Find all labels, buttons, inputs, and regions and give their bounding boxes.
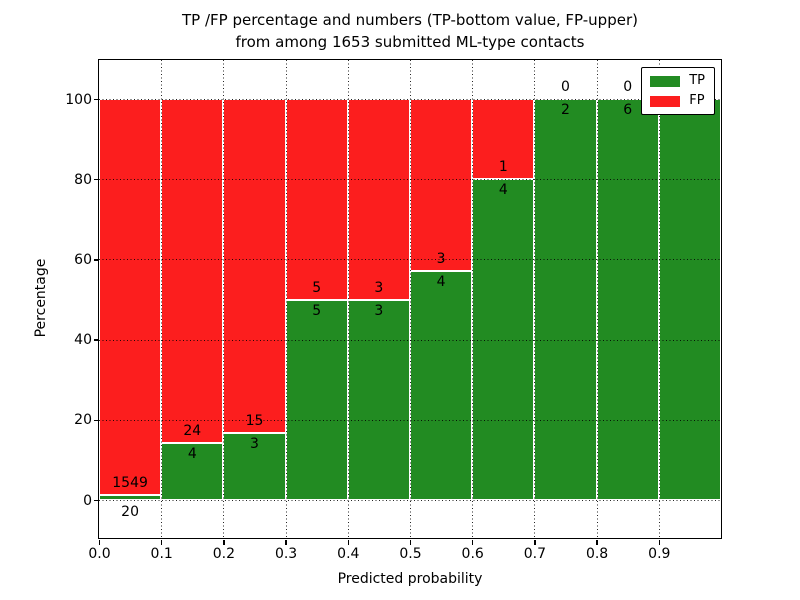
grid-line-vertical — [161, 60, 163, 538]
tp-count-label: 3 — [374, 302, 384, 319]
x-tick-label: 0.8 — [585, 546, 609, 562]
tp-count-label: 4 — [436, 273, 446, 290]
y-tick-label: 0 — [83, 492, 92, 509]
y-axis-label: Percentage — [33, 258, 49, 338]
y-tick-mark — [93, 98, 99, 101]
grid-line-vertical — [347, 60, 349, 538]
grid-line-horizontal — [99, 419, 721, 421]
bar-tp-segment — [285, 299, 348, 500]
x-tick-label: 0.7 — [523, 546, 547, 562]
grid-line-vertical — [410, 60, 411, 538]
x-tick-label: 0.4 — [337, 546, 360, 562]
y-tick-mark — [93, 419, 99, 422]
tp-count-label: 20 — [121, 504, 139, 520]
grid-line-vertical — [658, 60, 660, 538]
tp-count-label: 3 — [250, 436, 259, 453]
legend-label: FP — [689, 93, 705, 108]
x-tick-label: 0.0 — [88, 546, 111, 562]
grid-line-vertical — [223, 60, 225, 538]
x-tick-mark — [223, 539, 225, 545]
bar-fp-segment — [99, 99, 162, 495]
fp-count-label: 15 — [245, 413, 264, 430]
y-tick-label: 100 — [65, 91, 92, 108]
bar-tp-segment — [534, 99, 597, 500]
x-tick-label: 0.6 — [461, 546, 484, 562]
legend-label: TP — [689, 73, 705, 88]
tp-count-label: 4 — [187, 445, 197, 462]
x-tick-mark — [534, 539, 536, 545]
y-tick-label: 80 — [74, 171, 92, 188]
x-tick-mark — [658, 539, 661, 545]
grid-line-vertical — [596, 60, 598, 538]
bar-tp-segment — [410, 270, 473, 500]
fp-count-label: 5 — [312, 279, 322, 296]
tp-count-label: 2 — [561, 102, 570, 118]
x-tick-mark — [285, 539, 287, 545]
bar-tp-segment — [99, 494, 162, 500]
x-tick-mark — [347, 539, 350, 545]
x-tick-label: 0.2 — [212, 546, 236, 562]
bars-layer — [99, 60, 721, 538]
grid-line-horizontal — [99, 99, 721, 100]
legend-item-fp: FP — [650, 94, 705, 108]
legend-item-tp: TP — [650, 74, 705, 88]
fp-count-label: 24 — [183, 422, 202, 439]
y-tick-label: 40 — [74, 332, 92, 349]
grid-line-vertical — [285, 60, 287, 538]
bar-tp-segment — [347, 299, 410, 500]
bar-tp-segment — [223, 433, 286, 500]
fp-count-label: 3 — [374, 279, 384, 296]
fp-count-label: 0 — [561, 79, 570, 95]
x-tick-mark — [409, 539, 412, 545]
bar-fp-segment — [410, 99, 473, 271]
x-axis-label: Predicted probability — [337, 571, 483, 587]
fp-count-label: 1 — [498, 159, 508, 176]
x-tick-mark — [596, 539, 598, 545]
grid-line-horizontal — [99, 259, 721, 261]
chart-title: TP /FP percentage and numbers (TP-bottom… — [99, 9, 721, 53]
grid-layer — [99, 60, 721, 538]
x-tick-mark — [160, 539, 163, 545]
x-tick-mark — [98, 539, 101, 545]
y-tick-mark — [93, 339, 99, 341]
bar-count-labels-layer: 15492024415355333414020602 — [99, 60, 721, 538]
grid-line-horizontal — [99, 179, 721, 181]
x-tick-label: 0.1 — [150, 546, 173, 562]
x-tick-label: 0.3 — [274, 546, 298, 562]
grid-line-horizontal — [99, 500, 721, 501]
y-tick-mark — [93, 259, 99, 261]
chart-title-line2: from among 1653 submitted ML-type contac… — [235, 33, 585, 51]
y-tick-mark — [93, 178, 99, 181]
fp-count-label: 1549 — [112, 474, 148, 491]
legend-swatch-fp — [650, 95, 681, 107]
y-tick-label: 60 — [74, 251, 92, 268]
legend-swatch-tp — [650, 75, 681, 87]
tp-count-label: 4 — [498, 182, 508, 199]
bar-tp-segment — [596, 99, 659, 500]
y-tick-label: 20 — [74, 412, 92, 429]
chart-title-line1: TP /FP percentage and numbers (TP-bottom… — [182, 11, 638, 29]
x-tick-mark — [471, 539, 474, 545]
grid-line-horizontal — [99, 339, 721, 341]
legend: TP FP — [641, 67, 715, 115]
fp-count-label: 3 — [436, 250, 446, 267]
grid-line-vertical — [534, 60, 536, 538]
y-tick-mark — [93, 499, 99, 502]
x-tick-label: 0.9 — [648, 546, 671, 562]
x-tick-label: 0.5 — [399, 546, 422, 562]
grid-line-vertical — [472, 60, 474, 538]
tp-count-label: 5 — [312, 302, 322, 319]
bar-fp-segment — [285, 99, 348, 300]
